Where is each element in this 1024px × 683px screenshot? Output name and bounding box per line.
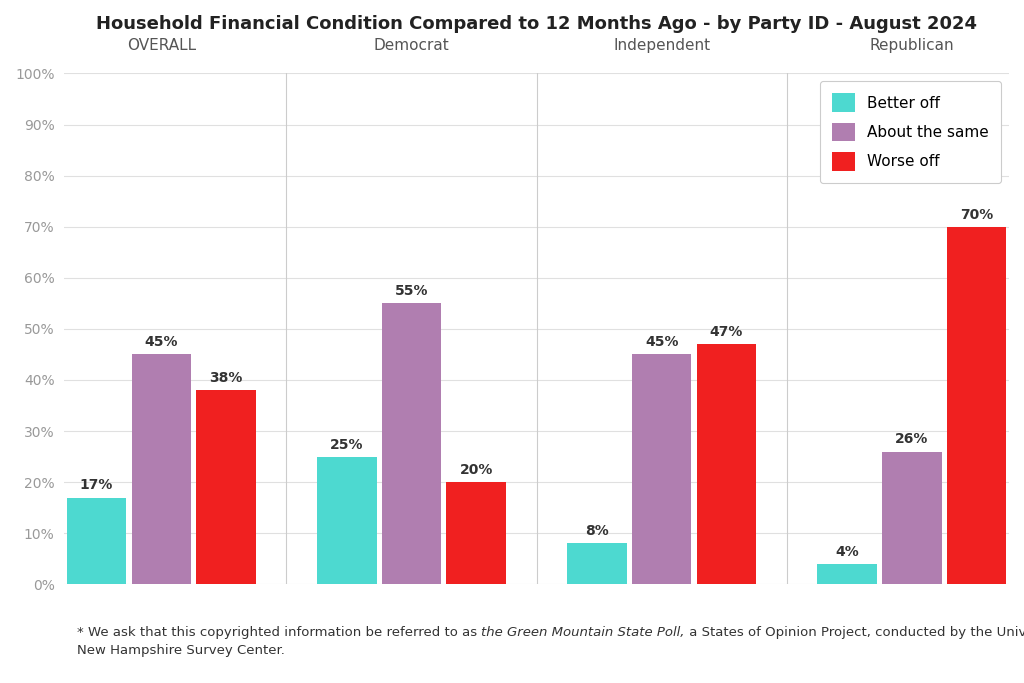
Text: the Green Mountain State Poll,: the Green Mountain State Poll, [481, 626, 685, 639]
Text: 8%: 8% [585, 525, 609, 538]
Text: 20%: 20% [460, 463, 493, 477]
Bar [882, 451, 942, 585]
Legend: Better off, About the same, Worse off: Better off, About the same, Worse off [820, 81, 1001, 183]
Text: 55%: 55% [395, 284, 428, 298]
Text: a States of Opinion Project, conducted by the University of: a States of Opinion Project, conducted b… [685, 626, 1024, 639]
Text: Democrat: Democrat [374, 38, 450, 53]
Text: 4%: 4% [836, 545, 859, 559]
Text: 45%: 45% [645, 335, 679, 349]
Text: 38%: 38% [210, 371, 243, 385]
Text: 70%: 70% [959, 208, 993, 221]
Bar [632, 354, 691, 585]
Text: 17%: 17% [80, 478, 114, 492]
Bar [446, 482, 506, 585]
Bar [317, 457, 377, 585]
Text: Republican: Republican [869, 38, 954, 53]
Bar [696, 344, 757, 585]
Bar [947, 227, 1007, 585]
Text: Independent: Independent [613, 38, 711, 53]
Bar [567, 544, 627, 585]
Text: New Hampshire Survey Center.: New Hampshire Survey Center. [77, 644, 285, 657]
Bar [382, 303, 441, 585]
Text: 25%: 25% [330, 438, 364, 451]
Text: * We ask that this copyrighted information be referred to as: * We ask that this copyrighted informati… [77, 626, 481, 639]
Bar [817, 564, 877, 585]
Title: Household Financial Condition Compared to 12 Months Ago - by Party ID - August 2: Household Financial Condition Compared t… [96, 15, 977, 33]
Text: OVERALL: OVERALL [127, 38, 196, 53]
Text: 47%: 47% [710, 325, 743, 339]
Bar [67, 497, 126, 585]
Bar [197, 390, 256, 585]
Text: 45%: 45% [144, 335, 178, 349]
Bar [131, 354, 191, 585]
Text: 26%: 26% [895, 432, 929, 447]
